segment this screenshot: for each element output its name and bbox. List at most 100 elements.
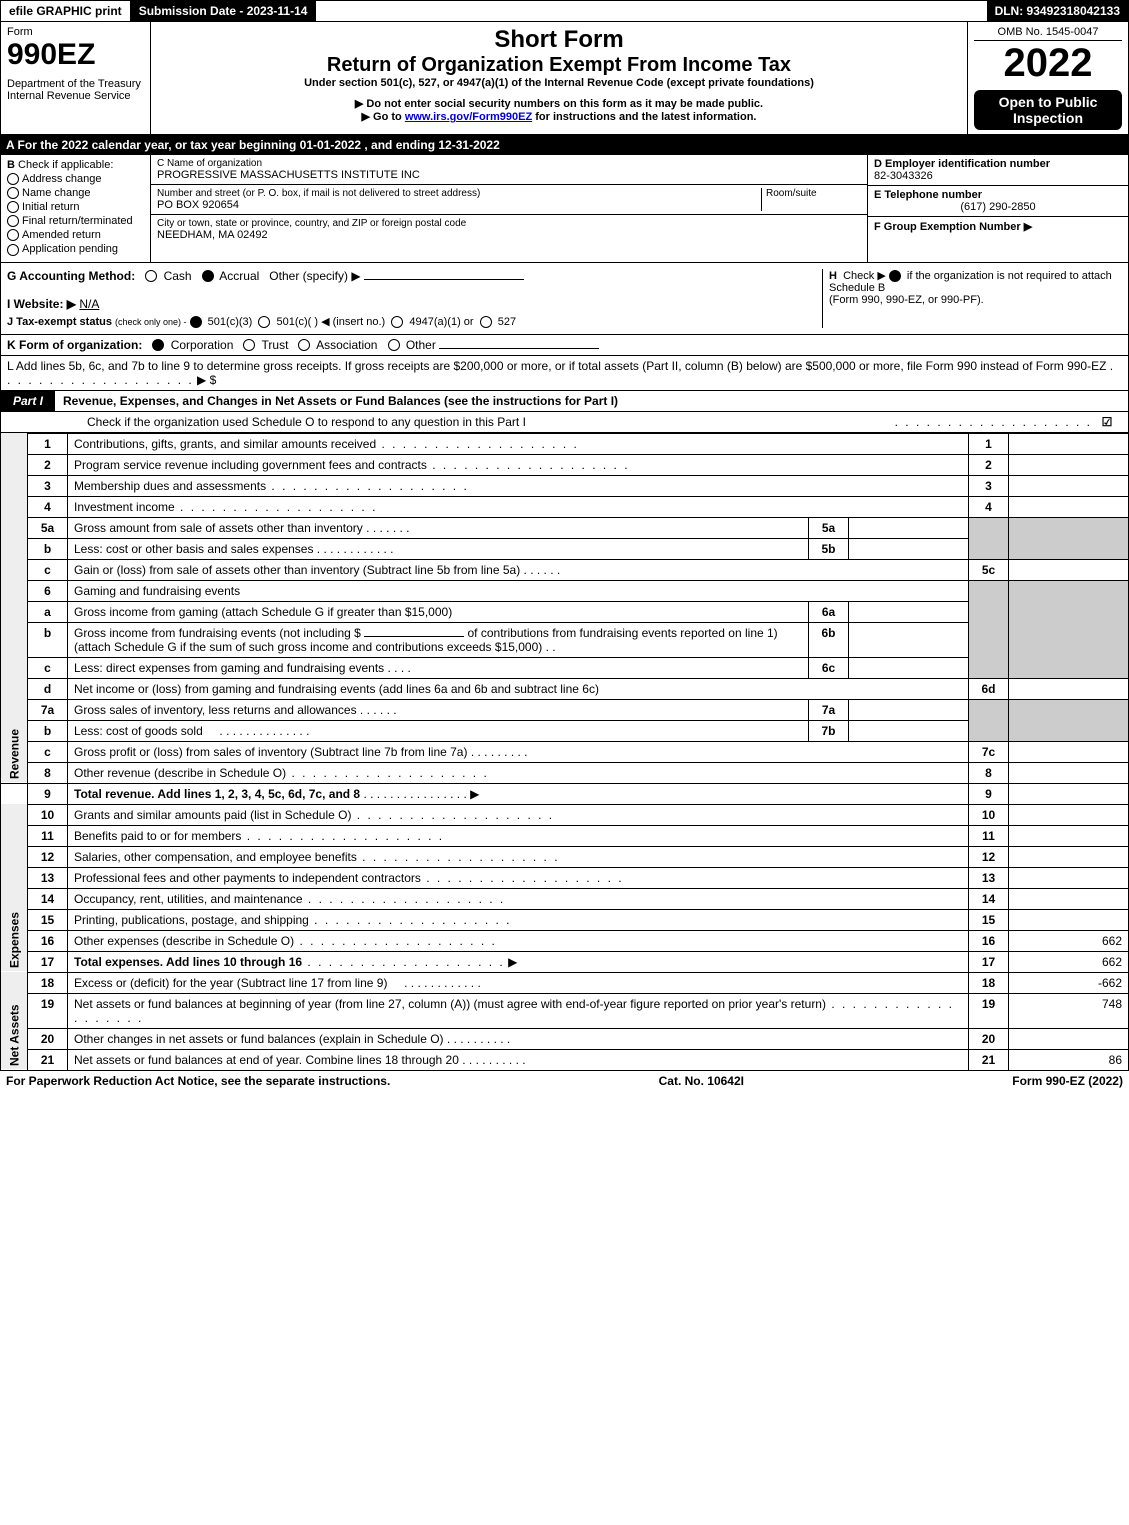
cat-no: Cat. No. 10642I	[659, 1074, 744, 1088]
k-label: K Form of organization:	[7, 338, 142, 352]
check-icon: ☑	[1092, 415, 1122, 429]
l-arrow: ▶ $	[197, 373, 216, 387]
lines-table: Revenue 1Contributions, gifts, grants, a…	[0, 433, 1129, 1071]
h-label: H	[829, 270, 837, 282]
line-19: Net assets or fund balances at beginning…	[74, 997, 826, 1011]
net-assets-side-label: Net Assets	[1, 972, 28, 1070]
info-grid: B Check if applicable: Address change Na…	[0, 155, 1129, 263]
section-h: H Check ▶ ✔ if the organization is not r…	[822, 269, 1122, 328]
line-5a: Gross amount from sale of assets other t…	[74, 521, 363, 535]
line-12: Salaries, other compensation, and employ…	[74, 850, 357, 864]
h-prefix: Check ▶	[843, 270, 889, 282]
part-1-label: Part I	[1, 391, 55, 411]
e-label: E Telephone number	[874, 189, 1122, 201]
cb-527[interactable]	[480, 316, 492, 328]
g-label: G Accounting Method:	[7, 269, 135, 283]
form-header: Form 990EZ Department of the Treasury In…	[0, 22, 1129, 135]
top-bar: efile GRAPHIC print Submission Date - 20…	[0, 0, 1129, 22]
line-4: Investment income	[74, 500, 175, 514]
cb-schedule-b[interactable]: ✔	[889, 270, 901, 282]
instructions-line: ▶ Go to www.irs.gov/Form990EZ for instru…	[157, 110, 961, 123]
line-6a: Gross income from gaming (attach Schedul…	[74, 605, 452, 619]
val-16: 662	[1009, 930, 1129, 951]
f-label: F Group Exemption Number ▶	[874, 220, 1122, 233]
section-k: K Form of organization: ✔ Corporation Tr…	[0, 335, 1129, 356]
section-de: D Employer identification number 82-3043…	[868, 155, 1128, 262]
part-1-check-text: Check if the organization used Schedule …	[7, 415, 895, 429]
footer: For Paperwork Reduction Act Notice, see …	[0, 1071, 1129, 1091]
paperwork-notice: For Paperwork Reduction Act Notice, see …	[6, 1074, 390, 1088]
line-10: Grants and similar amounts paid (list in…	[74, 808, 351, 822]
website: N/A	[79, 297, 99, 311]
line-6b-1: Gross income from fundraising events (no…	[74, 626, 361, 640]
cb-amended-return[interactable]: Amended return	[7, 229, 144, 241]
city: NEEDHAM, MA 02492	[157, 229, 861, 241]
instructions-suffix: for instructions and the latest informat…	[535, 111, 756, 123]
b-check: Check if applicable:	[18, 159, 113, 171]
city-label: City or town, state or province, country…	[157, 218, 861, 229]
val-17: 662	[1009, 951, 1129, 972]
header-left: Form 990EZ Department of the Treasury In…	[1, 22, 151, 134]
form-ref: Form 990-EZ (2022)	[1012, 1074, 1123, 1088]
cb-assoc[interactable]	[298, 339, 310, 351]
cb-accrual[interactable]: ✔	[202, 270, 214, 282]
i-label: I Website: ▶	[7, 297, 76, 311]
line-5c: Gain or (loss) from sale of assets other…	[74, 563, 520, 577]
cb-other[interactable]	[388, 339, 400, 351]
section-ghij: G Accounting Method: Cash ✔ Accrual Othe…	[0, 263, 1129, 335]
section-l: L Add lines 5b, 6c, and 7b to line 9 to …	[0, 356, 1129, 391]
line-2: Program service revenue including govern…	[74, 458, 427, 472]
cb-501c3[interactable]: ✔	[190, 316, 202, 328]
cb-name-change[interactable]: Name change	[7, 187, 144, 199]
cb-corp[interactable]: ✔	[152, 339, 164, 351]
j-label: J Tax-exempt status	[7, 316, 112, 328]
submission-date: Submission Date - 2023-11-14	[131, 1, 317, 21]
h-text-2: (Form 990, 990-EZ, or 990-PF).	[829, 294, 984, 306]
line-6: Gaming and fundraising events	[68, 580, 969, 601]
c-name-label: C Name of organization	[157, 158, 861, 169]
irs: Internal Revenue Service	[7, 90, 144, 102]
line-8: Other revenue (describe in Schedule O)	[74, 766, 286, 780]
line-7c: Gross profit or (loss) from sales of inv…	[74, 745, 467, 759]
line-7a: Gross sales of inventory, less returns a…	[74, 703, 357, 717]
instructions-link[interactable]: www.irs.gov/Form990EZ	[405, 111, 532, 123]
line-18: Excess or (deficit) for the year (Subtra…	[74, 976, 387, 990]
cb-4947[interactable]	[391, 316, 403, 328]
d-label: D Employer identification number	[874, 158, 1122, 170]
cb-initial-return[interactable]: Initial return	[7, 201, 144, 213]
cb-trust[interactable]	[243, 339, 255, 351]
revenue-side-label: Revenue	[1, 433, 28, 783]
line-5b: Less: cost or other basis and sales expe…	[74, 542, 313, 556]
val-19: 748	[1009, 993, 1129, 1028]
cb-501c[interactable]	[258, 316, 270, 328]
b-label: B	[7, 159, 15, 171]
return-title: Return of Organization Exempt From Incom…	[157, 54, 961, 77]
cb-cash[interactable]	[145, 270, 157, 282]
omb-number: OMB No. 1545-0047	[974, 26, 1122, 41]
room-label: Room/suite	[761, 188, 861, 211]
form-number: 990EZ	[7, 38, 144, 72]
header-center: Short Form Return of Organization Exempt…	[151, 22, 968, 134]
short-form-title: Short Form	[157, 26, 961, 54]
line-6c: Less: direct expenses from gaming and fu…	[74, 661, 384, 675]
part-1-check-row: Check if the organization used Schedule …	[0, 412, 1129, 433]
department: Department of the Treasury	[7, 78, 144, 90]
line-16: Other expenses (describe in Schedule O)	[74, 934, 294, 948]
header-right: OMB No. 1545-0047 2022 Open to Public In…	[968, 22, 1128, 134]
dln: DLN: 93492318042133	[987, 1, 1128, 21]
cb-final-return[interactable]: Final return/terminated	[7, 215, 144, 227]
instructions-prefix: ▶ Go to	[362, 111, 405, 123]
street: PO BOX 920654	[157, 199, 761, 211]
ein: 82-3043326	[874, 170, 1122, 182]
line-15: Printing, publications, postage, and shi…	[74, 913, 309, 927]
section-c: C Name of organization PROGRESSIVE MASSA…	[151, 155, 868, 262]
subtitle: Under section 501(c), 527, or 4947(a)(1)…	[157, 77, 961, 89]
line-6d: Net income or (loss) from gaming and fun…	[74, 682, 599, 696]
cb-application-pending[interactable]: Application pending	[7, 243, 144, 255]
phone: (617) 290-2850	[874, 201, 1122, 213]
line-13: Professional fees and other payments to …	[74, 871, 421, 885]
cb-address-change[interactable]: Address change	[7, 173, 144, 185]
line-7b: Less: cost of goods sold	[74, 724, 203, 738]
l-text: L Add lines 5b, 6c, and 7b to line 9 to …	[7, 359, 1106, 373]
line-9: Total revenue. Add lines 1, 2, 3, 4, 5c,…	[74, 787, 360, 801]
